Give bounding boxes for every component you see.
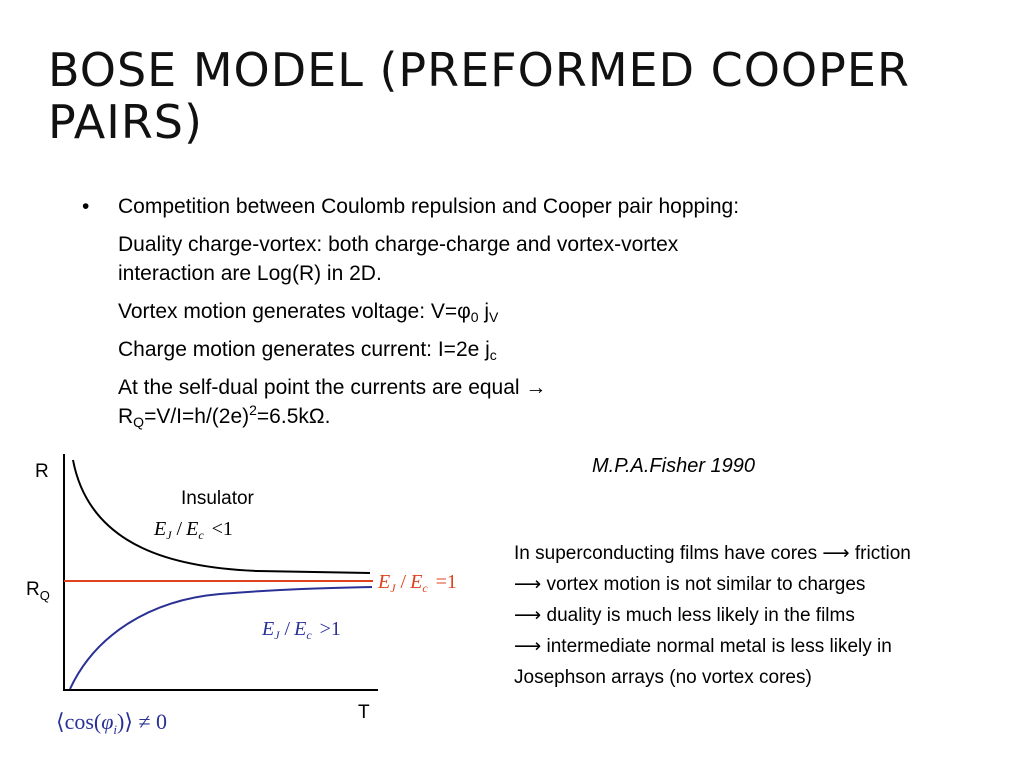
- ratio-critical-j: J: [390, 581, 396, 595]
- citation: M.P.A.Fisher 1990: [592, 455, 756, 477]
- rq-axis-main: R: [26, 579, 40, 600]
- ratio-super-j: J: [274, 628, 280, 642]
- duality-line-2: interaction are Log(R) in 2D.: [118, 262, 382, 285]
- note-line-4: ⟶ intermediate normal metal is less like…: [514, 636, 892, 657]
- note-line-3: ⟶ duality is much less likely in the fil…: [514, 605, 855, 626]
- ratio-super-c: c: [306, 628, 312, 642]
- ratio-insulator-ej: E: [153, 518, 166, 540]
- rq-sub: Q: [133, 414, 145, 430]
- selfdual-line-1: At the self-dual point the currents are …: [118, 376, 547, 399]
- insulator-curve: [72, 459, 371, 574]
- ratio-critical-ec: E: [409, 571, 422, 593]
- note-line-1: In superconducting films have cores ⟶ fr…: [514, 543, 911, 564]
- ratio-insulator-slash: /: [177, 518, 183, 540]
- vortex-paragraph: Vortex motion generates voltage: V=φ0 jV: [82, 297, 982, 326]
- ratio-super-ej: E: [261, 618, 274, 640]
- charge-paragraph: Charge motion generates current: I=2e jc: [82, 335, 982, 364]
- ratio-critical-rel: =1: [436, 571, 457, 593]
- bullet-marker: •: [82, 195, 90, 218]
- vortex-text: Vortex motion generates voltage: V=φ: [118, 300, 471, 323]
- rq-line: RQ=V/I=h/(2e)2=6.5kΩ.: [118, 402, 982, 431]
- note-block: In superconducting films have cores ⟶ fr…: [514, 538, 1019, 693]
- ratio-insulator: EJ / Ec <1: [153, 518, 233, 542]
- order-phi: φ: [101, 709, 113, 734]
- bullet-item: • Competition between Coulomb repulsion …: [82, 192, 982, 221]
- ratio-critical: EJ / Ec =1: [377, 571, 457, 595]
- insulator-label: Insulator: [181, 488, 255, 509]
- order-open: ⟨cos(: [56, 709, 101, 734]
- resistance-graph: R T RQ Insulator EJ / Ec <1 EJ / Ec =1 EJ / Ec >1…: [26, 454, 457, 737]
- rq-axis-sub: Q: [40, 588, 50, 603]
- selfdual-paragraph: At the self-dual point the currents are …: [82, 373, 982, 431]
- ratio-insulator-j: J: [166, 528, 172, 542]
- charge-text: Charge motion generates current: I=2e j: [118, 338, 490, 361]
- ratio-super-slash: /: [285, 618, 291, 640]
- duality-paragraph: Duality charge-vortex: both charge-charg…: [82, 230, 982, 288]
- bullet-text: Competition between Coulomb repulsion an…: [118, 195, 740, 218]
- vortex-j: j: [478, 300, 490, 323]
- order-parameter: ⟨cos(φi)⟩ ≠ 0: [56, 709, 167, 737]
- ratio-superconductor: EJ / Ec >1: [261, 618, 341, 642]
- ratio-insulator-ec: E: [185, 518, 198, 540]
- ratio-critical-ej: E: [377, 571, 390, 593]
- charge-sub-c: c: [489, 347, 497, 363]
- order-close: )⟩ ≠ 0: [117, 709, 167, 734]
- ratio-insulator-c: c: [198, 528, 204, 542]
- rq-text-1: =V/I=h/(2e): [144, 405, 250, 428]
- order-sub: i: [113, 722, 117, 737]
- ratio-critical-c: c: [422, 581, 428, 595]
- note-line-2: ⟶ vortex motion is not similar to charge…: [514, 574, 866, 595]
- ratio-insulator-rel: <1: [212, 518, 233, 540]
- rq-axis-label: RQ: [26, 579, 50, 603]
- rq-sup: 2: [249, 402, 257, 418]
- y-axis-label: R: [35, 461, 49, 482]
- ratio-super-rel: >1: [320, 618, 341, 640]
- rq-r: R: [118, 405, 134, 428]
- bullet-list: • Competition between Coulomb repulsion …: [82, 192, 982, 440]
- title-line-2: PAIRS): [48, 95, 203, 149]
- duality-line-1: Duality charge-vortex: both charge-charg…: [118, 233, 679, 256]
- x-axis-label: T: [358, 702, 370, 723]
- vortex-sub-0: 0: [470, 309, 479, 325]
- ratio-super-ec: E: [293, 618, 306, 640]
- slide-title: BOSE MODEL (PREFORMED COOPER PAIRS): [48, 44, 978, 148]
- ratio-critical-slash: /: [401, 571, 407, 593]
- superconductor-curve: [69, 586, 373, 690]
- title-line-1: BOSE MODEL (PREFORMED COOPER: [48, 43, 910, 97]
- note-line-5: Josephson arrays (no vortex cores): [514, 667, 812, 688]
- vortex-sub-v: V: [489, 309, 499, 325]
- rq-text-2: =6.5kΩ.: [256, 405, 331, 428]
